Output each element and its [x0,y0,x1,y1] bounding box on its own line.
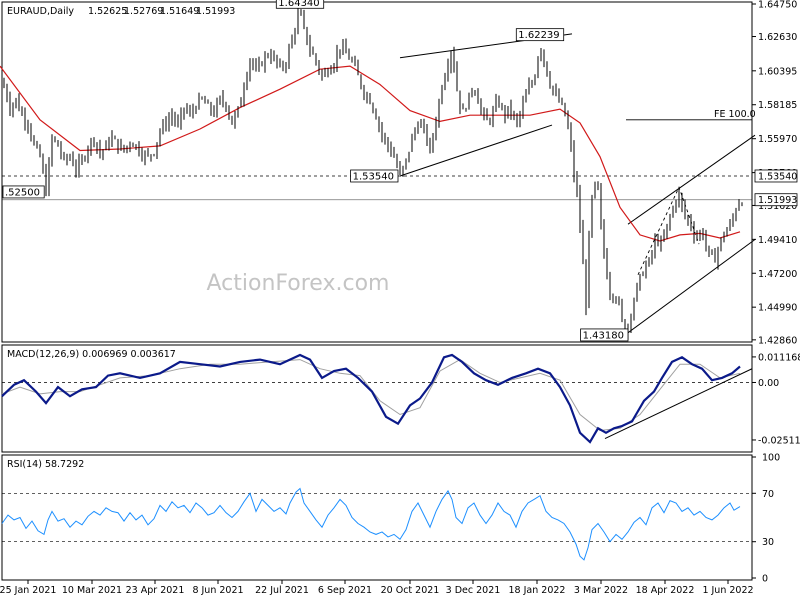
x-axis: 25 Jan 2021 10 Mar 2021 23 Apr 2021 8 Jun 2… [0,580,754,596]
x-tick-label: 6 Sep 2021 [318,585,372,596]
price-candles [3,8,743,340]
price-y-tick-label: 1.64750 [758,0,797,11]
axis-badge-text: 1.51993 [758,195,797,206]
price-label-box [515,28,565,42]
price-point-labels: 1.64340 1.62239 1.53540 1.43180 .52500 [2,0,629,342]
price-label-box [580,328,629,342]
x-tick-label: 3 Dec 2021 [446,585,501,596]
ohlc-high: 1.52769 [124,6,163,17]
price-y-tick-label: 1.47200 [758,269,797,280]
x-tick-label: 18 Jan 2022 [509,585,566,596]
price-y-tick-label: 1.58185 [758,100,797,111]
price-label-text: 1.53540 [353,171,394,182]
trend-line-3 [627,134,756,225]
price-label-box [275,0,325,9]
x-tick-label: 18 Apr 2022 [636,585,695,596]
price-y-tick-label: 1.62630 [758,32,797,43]
axis-badge-text: 1.53540 [758,171,797,182]
rsi-lines [1,487,752,561]
price-y-axis: 1.647501.626301.603951.581851.559701.537… [752,0,798,346]
ohlc-close: 1.51993 [196,6,235,17]
price-label-text: 1.62239 [518,30,559,41]
price-label-text: .52500 [5,187,40,198]
axis-badge [754,193,798,207]
rsi-y-tick-label: 70 [762,489,774,500]
watermark: ActionForex.com [207,271,390,296]
rsi-y-tick-label: 30 [762,537,774,548]
x-tick-label: 25 Jan 2021 [0,585,56,596]
x-tick-label: 22 Jul 2021 [255,585,309,596]
macd-y-tick-label: 0.00 [758,378,779,389]
ohlc-open: 1.52625 [88,6,127,17]
price-y-tick-label: 1.55970 [758,134,797,145]
price-panel-title: EURAUD,Daily [7,6,74,17]
macd-y-axis: 0.011168 0.00 -0.025117 [752,352,800,446]
price-label-box [350,169,399,183]
x-tick-label: 10 Mar 2021 [62,585,122,596]
price-y-tick-label: 1.51620 [758,201,797,212]
macd-y-tick-label: -0.025117 [758,435,800,446]
price-label-box [2,185,45,199]
price-y-tick-label: 1.42860 [758,335,797,346]
macd-lines [1,353,753,444]
trend-line-1 [399,124,553,177]
rsi-y-tick-label: 100 [762,453,780,464]
rsi-panel-title: RSI(14) 58.7292 [7,459,84,470]
moving-average-line [0,65,741,242]
price-y-tick-label: 1.60395 [758,66,797,77]
ohlc-low: 1.51649 [160,6,199,17]
macd-panel-title: MACD(12,26,9) 0.006969 0.003617 [7,349,176,360]
axis-badge [754,169,798,183]
rsi-y-tick-label: 0 [762,574,768,585]
macd-trend-line [604,368,753,440]
dashed-wave-path [637,186,700,275]
rsi-y-axis: 100 70 30 0 [752,453,780,585]
x-tick-label: 20 Oct 2021 [381,585,440,596]
moving-average-path [0,65,741,242]
x-tick-label: 3 Mar 2022 [574,585,628,596]
macd-main-line [1,353,741,444]
price-y-tick-label: 1.44990 [758,303,797,314]
x-tick-label: 1 Jun 2022 [702,585,753,596]
x-tick-label: 8 Jun 2021 [192,585,243,596]
macd-y-tick-label: 0.011168 [758,352,800,363]
fe-label: FE 100.0 [714,109,756,120]
trend-line-2 [624,239,756,336]
x-tick-label: 23 Apr 2021 [126,585,185,596]
price-label-text: 1.43180 [583,330,624,341]
rsi-line [1,487,741,561]
price-y-tick-label: 1.49410 [758,235,797,246]
price-label-text: 1.64340 [278,0,319,9]
